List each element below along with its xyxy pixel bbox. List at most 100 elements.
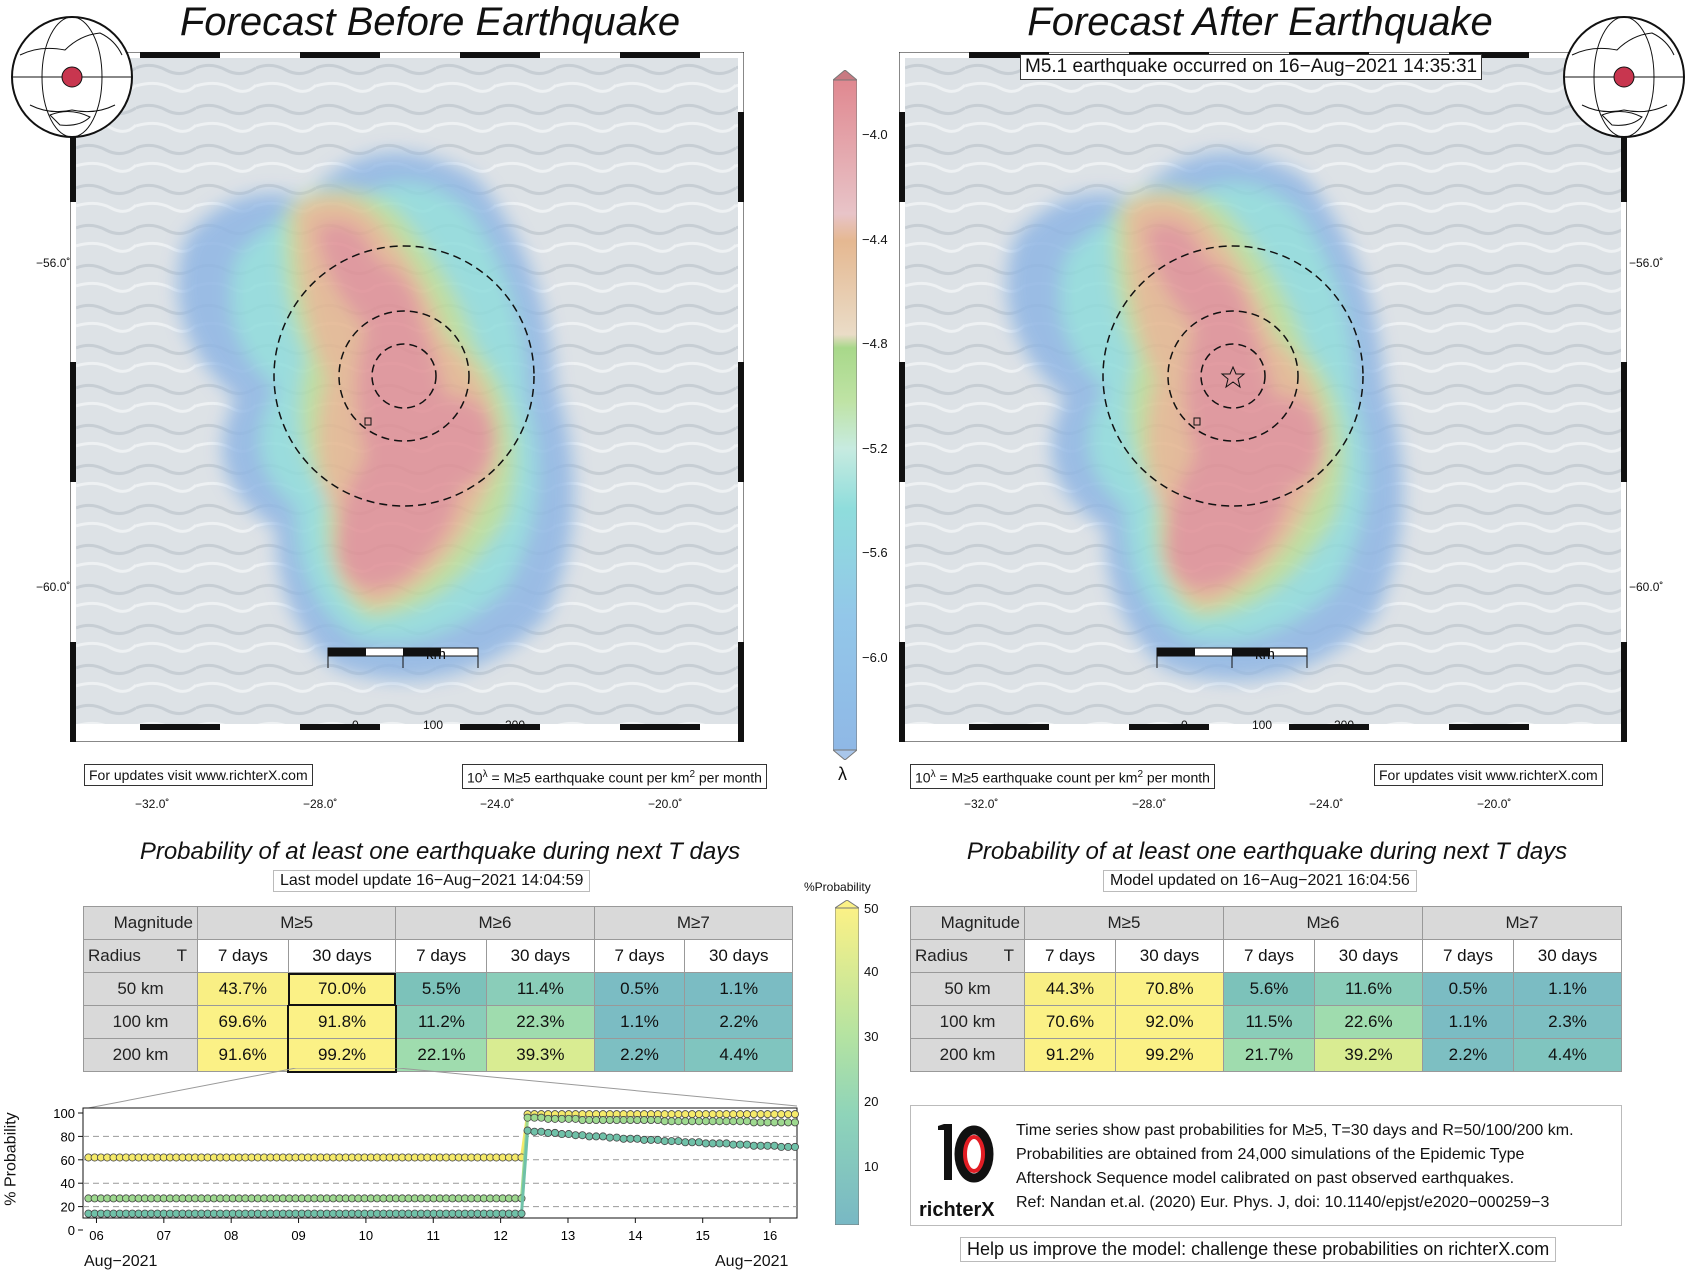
left-prob-table: Magnitude M≥5 M≥6 M≥7 Radius T 7 days 30… xyxy=(83,906,794,1073)
right-mag-header-5: M≥5 xyxy=(1024,906,1224,940)
left-cell: 2.2% xyxy=(593,1038,686,1072)
left-period-3: 30 days xyxy=(486,939,595,973)
left-radius-200: 200 km xyxy=(83,1038,198,1072)
x-tick-label: 14 xyxy=(628,1228,642,1243)
data-point xyxy=(585,1132,594,1141)
right-period-1: 30 days xyxy=(1115,939,1224,973)
data-point xyxy=(633,1116,642,1125)
data-point xyxy=(674,1137,683,1146)
left-scale-tick-0: 0 xyxy=(352,718,359,732)
right-period-3: 30 days xyxy=(1314,939,1423,973)
right-cell: 91.2% xyxy=(1023,1038,1117,1072)
data-point xyxy=(660,1117,669,1126)
help-link[interactable]: Help us improve the model: challenge the… xyxy=(960,1237,1557,1262)
data-point xyxy=(681,1110,690,1119)
data-point xyxy=(619,1134,628,1143)
prob-tick-40: 40 xyxy=(864,964,879,979)
left-cell: 0.5% xyxy=(593,972,686,1006)
right-period-4: 7 days xyxy=(1421,939,1515,973)
left-mag-header-7: M≥7 xyxy=(593,906,794,940)
data-point xyxy=(578,1131,587,1140)
right-scale-unit: km xyxy=(1255,646,1275,663)
data-point xyxy=(530,1113,539,1122)
left-lat-label-56: −56.0˚ xyxy=(36,256,71,270)
y-tick-label: 0 xyxy=(68,1223,75,1238)
lambda-tick-0: −4.0 xyxy=(862,127,888,142)
right-mag-header-7: M≥7 xyxy=(1421,906,1623,940)
prob-tick-30: 30 xyxy=(864,1029,879,1044)
x-tick-label: 16 xyxy=(763,1228,777,1243)
left-footer-legend: 10λ = M≥5 earthquake count per km2 per m… xyxy=(462,764,767,789)
data-point xyxy=(736,1117,745,1126)
data-point xyxy=(715,1139,724,1148)
data-point xyxy=(688,1117,697,1126)
data-point xyxy=(777,1118,786,1127)
x-tick-label: 10 xyxy=(359,1228,373,1243)
data-point xyxy=(530,1127,539,1136)
data-point xyxy=(674,1117,683,1126)
data-point xyxy=(715,1110,724,1119)
right-cell: 44.3% xyxy=(1023,972,1117,1006)
prob-tick-50: 50 xyxy=(864,901,879,916)
right-map-frame xyxy=(899,52,1627,742)
right-cell: 4.4% xyxy=(1513,1038,1622,1072)
data-point xyxy=(619,1116,628,1125)
data-point xyxy=(770,1118,779,1127)
left-corner-bottom: Radius T xyxy=(83,939,198,973)
data-point xyxy=(653,1116,662,1125)
data-point xyxy=(701,1117,710,1126)
left-period-1: 30 days xyxy=(287,939,397,973)
data-point xyxy=(544,1114,553,1123)
left-locator-globe xyxy=(11,16,133,138)
left-table-title: Probability of at least one earthquake d… xyxy=(139,838,741,865)
left-cell: 99.2% xyxy=(287,1038,397,1073)
table-row: 100 km 70.6% 92.0% 11.5% 22.6% 1.1% 2.3% xyxy=(910,1005,1622,1039)
right-lat-label-56: −56.0˚ xyxy=(1629,256,1664,270)
lambda-tick-4: −5.6 xyxy=(862,545,888,560)
data-point xyxy=(770,1110,779,1119)
left-period-5: 30 days xyxy=(684,939,793,973)
left-radius-100: 100 km xyxy=(83,1005,198,1039)
data-point xyxy=(537,1113,546,1122)
left-footer-link[interactable]: For updates visit www.richterX.com xyxy=(84,764,313,786)
left-scale-tick-100: 100 xyxy=(423,718,444,732)
data-point xyxy=(537,1127,546,1136)
data-point xyxy=(790,1142,799,1151)
lambda-tick-1: −4.4 xyxy=(862,232,888,247)
data-point xyxy=(708,1110,717,1119)
right-cell: 22.6% xyxy=(1314,1005,1423,1039)
right-footer-legend: 10λ = M≥5 earthquake count per km2 per m… xyxy=(910,764,1215,789)
data-point xyxy=(763,1118,772,1127)
probability-time-series-chart: 0 20 40 60 80 100 06 07 08 09 10 11 12 13 14 15 16 xyxy=(53,1068,799,1243)
left-cell-selected[interactable]: 70.0% xyxy=(287,972,397,1006)
data-point xyxy=(729,1110,738,1119)
prob-colorbar xyxy=(835,900,859,1225)
right-radius-100: 100 km xyxy=(910,1005,1025,1039)
right-cell: 11.5% xyxy=(1222,1005,1316,1039)
data-point xyxy=(756,1118,765,1127)
info-line-1: Time series show past probabilities for … xyxy=(1016,1122,1574,1139)
table-row: 200 km 91.2% 99.2% 21.7% 39.2% 2.2% 4.4% xyxy=(910,1038,1622,1072)
table-row: 100 km 69.6% 91.8% 11.2% 22.3% 1.1% 2.2% xyxy=(83,1005,793,1039)
data-point xyxy=(749,1118,758,1127)
data-point xyxy=(564,1114,573,1123)
right-table-title: Probability of at least one earthquake d… xyxy=(966,838,1568,865)
data-point xyxy=(729,1140,738,1149)
right-footer-link[interactable]: For updates visit www.richterX.com xyxy=(1374,764,1603,786)
data-point xyxy=(715,1117,724,1126)
data-point xyxy=(790,1110,799,1119)
data-point xyxy=(564,1130,573,1139)
table-row: 50 km 43.7% 70.0% 5.5% 11.4% 0.5% 1.1% xyxy=(83,972,793,1006)
data-point xyxy=(742,1140,751,1149)
left-lon-label-32: −32.0˚ xyxy=(135,797,170,811)
data-point xyxy=(701,1110,710,1119)
left-cell: 69.6% xyxy=(197,1005,289,1039)
data-point xyxy=(592,1116,601,1125)
table-row: 200 km 91.6% 99.2% 22.1% 39.3% 2.2% 4.4% xyxy=(83,1038,793,1073)
left-cell: 11.4% xyxy=(486,972,595,1006)
right-lon-label-28: −28.0˚ xyxy=(1132,797,1167,811)
data-point xyxy=(722,1117,731,1126)
data-point xyxy=(605,1133,614,1142)
data-point xyxy=(763,1110,772,1119)
right-cell: 99.2% xyxy=(1115,1038,1224,1072)
